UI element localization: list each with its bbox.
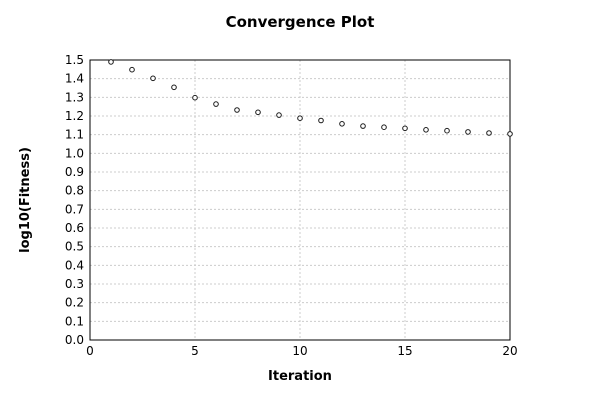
y-tick-label: 1.4 [65,72,84,86]
y-tick-label: 0.3 [65,277,84,291]
y-tick-label: 0.1 [65,314,84,328]
y-tick-label: 1.2 [65,109,84,123]
y-tick-label: 1.3 [65,90,84,104]
data-point [360,123,366,129]
y-tick-label: 0.5 [65,240,84,254]
x-axis-label: Iteration [268,369,332,384]
data-point [339,121,345,127]
data-point [444,127,450,134]
data-points [108,59,513,137]
data-point [297,115,303,121]
x-tick-label: 20 [502,344,517,358]
data-point [381,124,387,130]
data-point [255,109,261,116]
data-point [486,130,492,136]
data-point [465,129,471,135]
x-tick-label: 0 [86,344,94,358]
data-point [402,125,408,132]
chart-title: Convergence Plot [226,13,375,31]
y-tick-label: 0.0 [65,333,84,347]
x-axis-tick-labels: 0 5 10 15 20 [86,344,517,358]
y-tick-label: 0.2 [65,296,84,310]
gridlines [90,60,510,340]
y-tick-label: 1.5 [65,53,84,67]
y-axis-tick-labels: 0.0 0.1 0.2 0.3 0.4 0.5 0.6 0.7 0.8 0.9 1.0 1.1 1.2 1… [65,53,84,347]
x-tick-label: 5 [191,344,199,358]
data-point [192,94,198,101]
y-tick-label: 1.0 [65,146,84,160]
data-point [108,59,114,65]
y-axis-label: log10(Fitness) [18,147,33,253]
y-tick-label: 0.9 [65,165,84,179]
y-tick-label: 1.1 [65,128,84,142]
plot-border [89,59,511,341]
data-point [150,75,156,82]
data-point [213,101,219,107]
data-point [318,117,324,124]
x-tick-label: 10 [292,344,307,358]
y-tick-label: 0.7 [65,202,84,216]
data-point [276,112,282,118]
data-point [129,66,135,73]
x-tick-label: 15 [397,344,412,358]
y-tick-label: 0.4 [65,258,84,272]
data-point [234,107,240,113]
y-tick-label: 0.6 [65,221,84,235]
y-tick-label: 0.8 [65,184,84,198]
data-point [507,131,513,137]
data-point [423,127,429,133]
data-point [171,84,177,91]
